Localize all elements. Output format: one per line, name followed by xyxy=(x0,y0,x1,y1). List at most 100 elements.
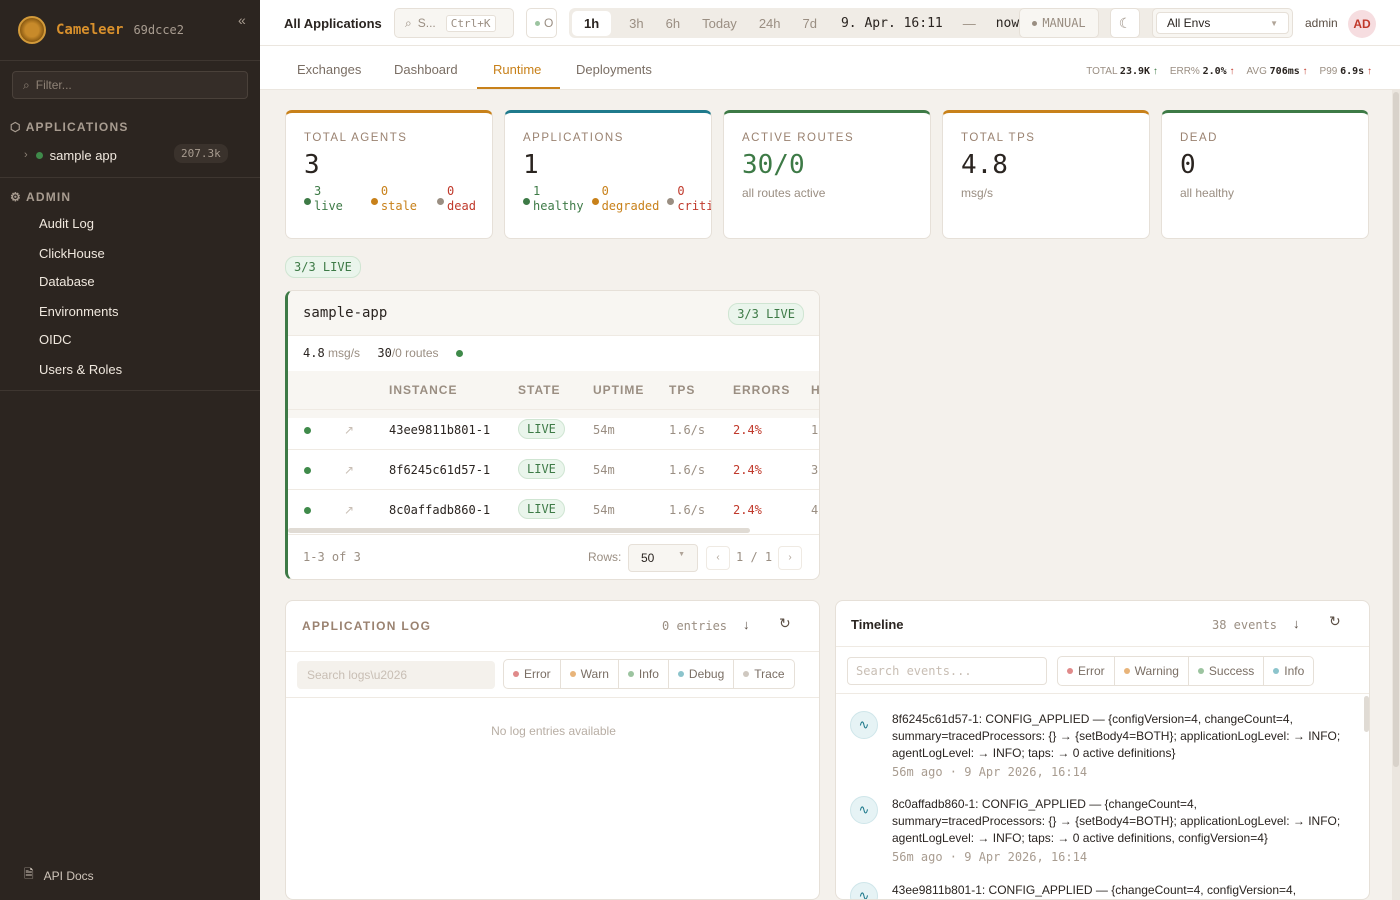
timeline-event[interactable]: ∿ 8f6245c61d57-1: CONFIG_APPLIED — {confi… xyxy=(850,711,1350,779)
status-dot xyxy=(535,20,540,26)
range-6h[interactable]: 6h xyxy=(665,15,681,31)
table-row[interactable]: ↗ 8c0affadb860-1 LIVE 54m 1.6/s 2.4% 4 xyxy=(288,489,819,529)
sidebar: Cameleer 69dcce2 « ⌕ Filter... ⬡ APPLICATI… xyxy=(0,0,260,900)
arrow-up-icon: ↑ xyxy=(1152,66,1158,77)
app-live-badge: 3/3 LIVE xyxy=(728,303,804,325)
range-from[interactable]: 9. Apr. 16:11 xyxy=(840,15,943,31)
api-docs-link[interactable]: 🗎 API Docs xyxy=(24,865,94,886)
col-errors[interactable]: ERRORS xyxy=(733,383,791,397)
range-24h[interactable]: 24h xyxy=(758,15,781,31)
log-search-input[interactable]: Search logs\u2026 xyxy=(297,661,495,689)
table-row[interactable]: ↗ 43ee9811b801-1 LIVE 54m 1.6/s 2.4% 1 xyxy=(288,409,819,449)
log-level-filter: Error Warn Info Debug Trace xyxy=(503,659,795,689)
app-name: sample app xyxy=(49,147,117,163)
sidebar-app-sample-app[interactable]: › sample app 207.3k xyxy=(24,144,234,164)
kpi-avg: AVG 706ms ↑ xyxy=(1246,66,1308,77)
section-applications[interactable]: ⬡ APPLICATIONS xyxy=(10,120,129,134)
external-link-icon[interactable]: ↗ xyxy=(344,463,355,477)
brand-name: Cameleer xyxy=(56,22,124,38)
filter-warn[interactable]: Warn xyxy=(561,660,619,688)
sidebar-item-database[interactable]: Database xyxy=(39,274,95,289)
sort-down-arrow-icon[interactable]: ↓ xyxy=(743,617,750,632)
status-indicator[interactable]: O xyxy=(526,8,557,38)
refresh-icon[interactable]: ↻ xyxy=(1329,613,1341,629)
avatar[interactable]: AD xyxy=(1348,10,1376,38)
sidebar-item-clickhouse[interactable]: ClickHouse xyxy=(39,246,105,261)
next-page-button[interactable]: › xyxy=(778,546,802,570)
filter-info[interactable]: Info xyxy=(1264,657,1313,685)
timeline-event[interactable]: ∿ 8c0affadb860-1: CONFIG_APPLIED — {chang… xyxy=(850,796,1350,864)
range-3h[interactable]: 3h xyxy=(629,15,644,31)
refresh-mode-button[interactable]: MANUAL xyxy=(1019,8,1099,38)
status-dot xyxy=(455,350,463,357)
search-button[interactable]: ⌕ S... Ctrl+K xyxy=(394,8,514,38)
external-link-icon[interactable]: ↗ xyxy=(344,503,355,517)
sidebar-item-users-roles[interactable]: Users & Roles xyxy=(39,362,123,377)
status-dot xyxy=(304,467,311,474)
search-icon: ⌕ xyxy=(23,77,30,92)
filter-debug[interactable]: Debug xyxy=(669,660,735,688)
cameleer-logo-icon xyxy=(18,16,46,44)
caret-down-icon: ▼ xyxy=(678,551,685,558)
tab-runtime[interactable]: Runtime xyxy=(493,62,542,77)
search-placeholder: S... xyxy=(417,16,436,30)
card-applications: APPLICATIONS 1 1 healthy 0 degraded 0 criti xyxy=(504,110,712,239)
range-today[interactable]: Today xyxy=(702,15,737,31)
col-uptime[interactable]: UPTIME xyxy=(593,383,645,397)
arrow-up-icon: ↑ xyxy=(1367,66,1372,77)
filter-info[interactable]: Info xyxy=(619,660,669,688)
filter-warning[interactable]: Warning xyxy=(1115,657,1189,685)
app-count-badge: 207.3k xyxy=(174,144,228,163)
col-state[interactable]: STATE xyxy=(518,383,561,397)
filter-trace[interactable]: Trace xyxy=(734,660,793,688)
col-h[interactable]: H xyxy=(811,383,820,397)
horizontal-scrollbar[interactable] xyxy=(288,528,750,533)
tab-bar: Exchanges Dashboard Runtime Deployments … xyxy=(260,46,1400,90)
event-search-input[interactable]: Search events... xyxy=(847,657,1047,685)
external-link-icon[interactable]: ↗ xyxy=(344,423,355,437)
timeline-event[interactable]: ∿ 43ee9811b801-1: CONFIG_APPLIED — {chang… xyxy=(850,882,1350,899)
sidebar-filter-input[interactable]: ⌕ Filter... xyxy=(12,71,248,99)
section-admin[interactable]: ⚙ ADMIN xyxy=(10,190,71,204)
refresh-icon[interactable]: ↻ xyxy=(779,615,791,631)
page-scrollbar-track[interactable] xyxy=(1392,90,1400,900)
range-1h[interactable]: 1h xyxy=(572,10,612,36)
prev-page-button[interactable]: ‹ xyxy=(706,546,730,570)
collapse-sidebar-icon[interactable]: « xyxy=(238,12,246,28)
table-row[interactable]: ↗ 8f6245c61d57-1 LIVE 54m 1.6/s 2.4% 3 xyxy=(288,449,819,489)
filter-error[interactable]: Error xyxy=(1058,657,1115,685)
chevron-right-icon[interactable]: › xyxy=(24,149,28,161)
sidebar-item-oidc[interactable]: OIDC xyxy=(39,332,72,347)
top-bar: All Applications ⌕ S... Ctrl+K O 1h 3h 6h … xyxy=(260,0,1400,46)
document-icon: 🗎 xyxy=(24,867,34,881)
state-badge: LIVE xyxy=(518,459,565,479)
filter-success[interactable]: Success xyxy=(1189,657,1265,685)
refresh-mode-label: MANUAL xyxy=(1042,16,1086,30)
environment-select[interactable]: All Envs ▼ xyxy=(1152,8,1293,38)
tab-exchanges[interactable]: Exchanges xyxy=(297,62,362,77)
env-value: All Envs xyxy=(1167,16,1211,30)
range-to[interactable]: now xyxy=(995,15,1020,31)
sidebar-item-audit-log[interactable]: Audit Log xyxy=(39,216,94,231)
rows-per-page-select[interactable]: 50 ▼ xyxy=(628,544,698,572)
arrow-up-icon: ↑ xyxy=(1229,66,1235,77)
col-tps[interactable]: TPS xyxy=(669,383,696,397)
username[interactable]: admin xyxy=(1305,16,1338,30)
col-instance[interactable]: INSTANCE xyxy=(389,383,458,397)
timeline-scrollbar[interactable] xyxy=(1364,696,1369,732)
app-stats: 4.8 msg/s 30/0 routes xyxy=(303,346,463,360)
tab-dashboard[interactable]: Dashboard xyxy=(394,62,458,77)
filter-error[interactable]: Error xyxy=(504,660,561,688)
cube-icon: ⬡ xyxy=(10,120,22,134)
brand[interactable]: Cameleer 69dcce2 xyxy=(18,16,184,44)
sidebar-item-environments[interactable]: Environments xyxy=(39,304,119,319)
page-scrollbar-thumb[interactable] xyxy=(1393,92,1399,767)
range-7d[interactable]: 7d xyxy=(802,15,817,31)
app-name[interactable]: sample-app xyxy=(303,305,388,321)
live-summary-badge: 3/3 LIVE xyxy=(285,256,361,278)
divider xyxy=(0,390,260,391)
theme-toggle-moon-icon[interactable]: ☾ xyxy=(1110,8,1140,38)
tab-deployments[interactable]: Deployments xyxy=(576,62,652,77)
sort-down-arrow-icon[interactable]: ↓ xyxy=(1293,616,1300,631)
caret-down-icon: ▼ xyxy=(1270,18,1278,28)
